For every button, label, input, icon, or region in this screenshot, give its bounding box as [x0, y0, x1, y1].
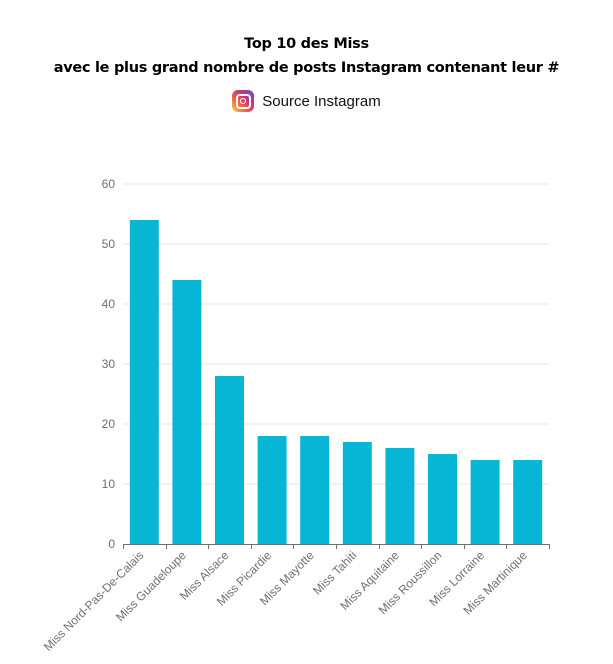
chart-title: Top 10 des Miss	[244, 36, 369, 52]
bar	[513, 460, 543, 544]
y-tick-label: 20	[102, 417, 116, 431]
bar	[300, 436, 330, 544]
source-line: Source Instagram	[0, 90, 613, 112]
bar	[172, 280, 202, 544]
y-tick-label: 0	[108, 537, 115, 551]
chart-subtitle: avec le plus grand nombre de posts Insta…	[53, 60, 560, 76]
bar	[257, 436, 287, 544]
bar	[428, 454, 457, 544]
instagram-icon	[232, 90, 255, 112]
bar	[215, 376, 244, 544]
source-label: Source Instagram	[262, 92, 381, 110]
bar	[470, 460, 500, 544]
bar	[342, 442, 372, 544]
y-tick-label: 50	[102, 237, 116, 251]
y-tick-label: 30	[102, 357, 116, 371]
y-tick-label: 60	[102, 177, 116, 191]
bar	[385, 448, 415, 544]
y-tick-label: 40	[102, 297, 116, 311]
bar	[129, 220, 159, 544]
y-tick-label: 10	[102, 477, 116, 491]
